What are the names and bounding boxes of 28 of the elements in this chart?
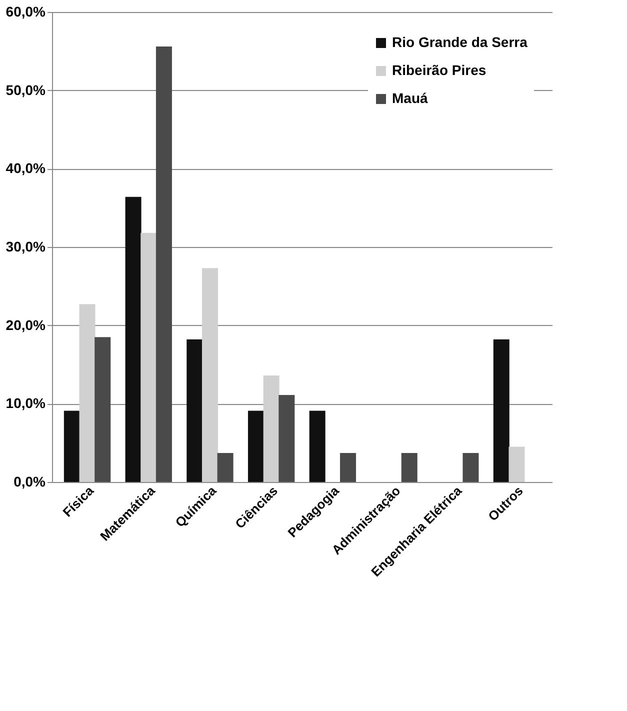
bar bbox=[278, 395, 295, 482]
bar bbox=[94, 337, 111, 482]
bar bbox=[186, 339, 203, 482]
bar bbox=[125, 196, 142, 482]
bar bbox=[64, 410, 80, 482]
bar bbox=[340, 453, 356, 482]
bar bbox=[401, 453, 418, 482]
bar bbox=[508, 446, 525, 482]
bar bbox=[217, 453, 234, 482]
bar bbox=[309, 410, 326, 482]
legend-label: Mauá bbox=[392, 90, 428, 106]
bar bbox=[202, 268, 218, 482]
bar bbox=[263, 375, 280, 482]
y-tick-label: 50,0% bbox=[6, 82, 46, 98]
bar bbox=[156, 46, 172, 482]
bar bbox=[140, 232, 157, 482]
y-tick-label: 0,0% bbox=[14, 474, 46, 490]
bar bbox=[462, 453, 479, 482]
legend-label: Rio Grande da Serra bbox=[392, 34, 528, 50]
bar bbox=[248, 410, 264, 482]
bar bbox=[79, 304, 96, 482]
y-tick-label: 30,0% bbox=[6, 238, 46, 254]
legend-label: Ribeirão Pires bbox=[392, 62, 486, 78]
y-tick-label: 40,0% bbox=[6, 160, 46, 176]
y-tick-label: 60,0% bbox=[6, 4, 46, 20]
bar bbox=[493, 339, 510, 482]
y-tick-label: 20,0% bbox=[6, 316, 46, 333]
y-tick-label: 10,0% bbox=[6, 395, 46, 412]
